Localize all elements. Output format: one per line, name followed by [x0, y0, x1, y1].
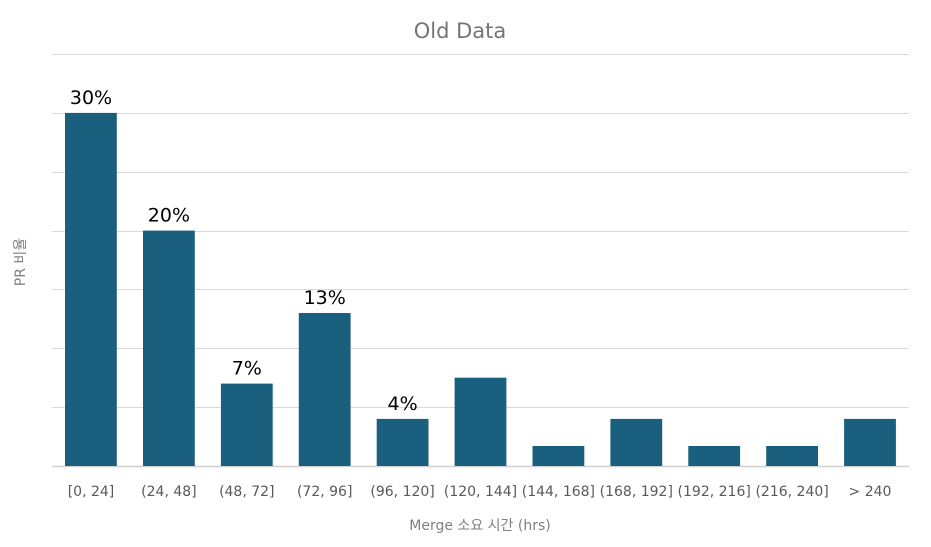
- x-tick-label: (24, 48]: [141, 484, 196, 500]
- bar: [766, 446, 818, 466]
- x-tick-label: (168, 192]: [600, 484, 673, 500]
- x-tick-label: (120, 144]: [444, 484, 517, 500]
- data-label: 13%: [304, 287, 346, 309]
- x-tick-label: (72, 96]: [297, 484, 352, 500]
- x-tick-label: (144, 168]: [522, 484, 595, 500]
- chart-title: Old Data: [414, 19, 507, 43]
- x-tick-label: > 240: [849, 484, 892, 500]
- bar: [376, 418, 429, 466]
- gridlines: [52, 54, 909, 468]
- bar: [220, 383, 273, 466]
- bar: [65, 112, 117, 467]
- data-label: 7%: [232, 358, 262, 380]
- x-axis-title: Merge 소요 시간 (hrs): [409, 518, 550, 534]
- bars: [65, 112, 896, 467]
- x-tick-label: (48, 72]: [219, 484, 274, 500]
- bar: [532, 446, 585, 466]
- x-tick-label: (216, 240]: [755, 484, 828, 500]
- x-tick-label: (192, 216]: [678, 484, 751, 500]
- bar: [844, 418, 896, 466]
- bar: [298, 313, 351, 466]
- bar: [143, 230, 195, 466]
- x-tick-label: [0, 24]: [68, 484, 115, 500]
- bar: [454, 377, 507, 466]
- x-tick-label: (96, 120]: [370, 484, 434, 500]
- bar: [688, 446, 741, 466]
- data-label: 30%: [70, 87, 112, 109]
- data-labels: 30% 20% 7% 13% 4%: [70, 87, 418, 415]
- x-tick-labels: [0, 24] (24, 48] (48, 72] (72, 96] (96, 120]…: [68, 484, 892, 500]
- bar: [610, 418, 663, 466]
- data-label: 20%: [148, 205, 190, 227]
- y-axis-title: PR 비율: [13, 238, 29, 287]
- data-label: 4%: [388, 393, 418, 415]
